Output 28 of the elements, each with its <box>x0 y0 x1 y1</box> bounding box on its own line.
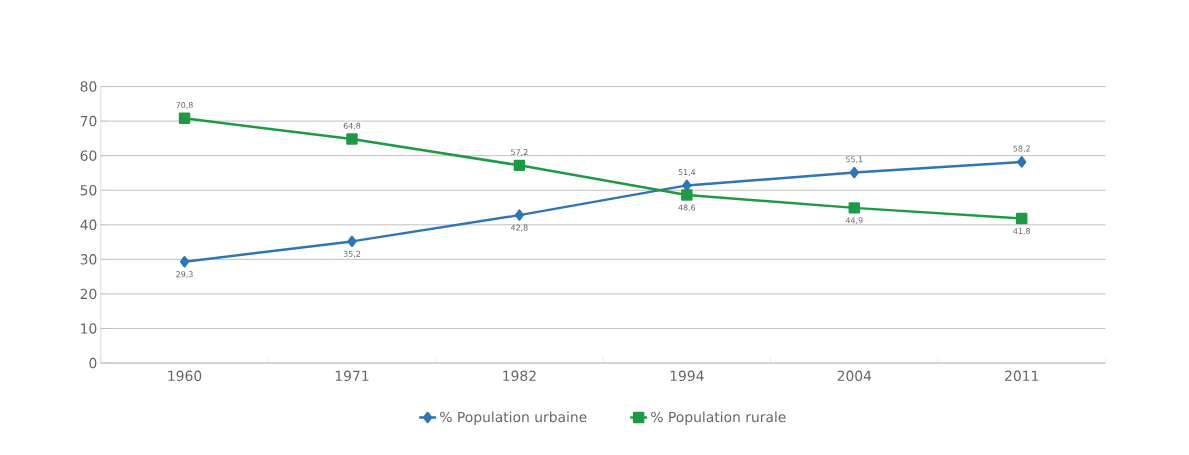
point <box>178 112 191 125</box>
point <box>513 159 526 172</box>
y-tick-label: 60 <box>80 150 97 162</box>
point <box>347 235 357 248</box>
x-tick-label: 1994 <box>670 370 704 382</box>
x-tick-label: 1971 <box>335 370 369 382</box>
point <box>514 209 525 222</box>
x-tick-label: 1982 <box>503 370 536 382</box>
point <box>1017 156 1027 168</box>
y-tick-label: 40 <box>80 219 97 231</box>
y-tick-label: 50 <box>80 185 97 196</box>
y-tick-label: 80 <box>80 81 97 92</box>
y-tick-label: 20 <box>80 288 97 300</box>
y-tick-label: 30 <box>80 254 97 265</box>
legend-label: % Population urbaine <box>440 411 587 426</box>
y-tick-label: 70 <box>80 116 97 127</box>
point <box>681 189 693 201</box>
point <box>1015 213 1028 225</box>
point <box>849 167 859 179</box>
x-tick-label: 2004 <box>837 370 872 382</box>
legend-label: % Population rurale <box>651 411 786 426</box>
y-tick-label: 10 <box>81 323 97 334</box>
point <box>848 202 861 214</box>
point <box>346 133 358 146</box>
y-tick-label: 0 <box>89 358 97 369</box>
point <box>179 256 190 268</box>
x-tick-label: 1960 <box>168 370 202 382</box>
x-tick-label: 2011 <box>1005 370 1039 382</box>
